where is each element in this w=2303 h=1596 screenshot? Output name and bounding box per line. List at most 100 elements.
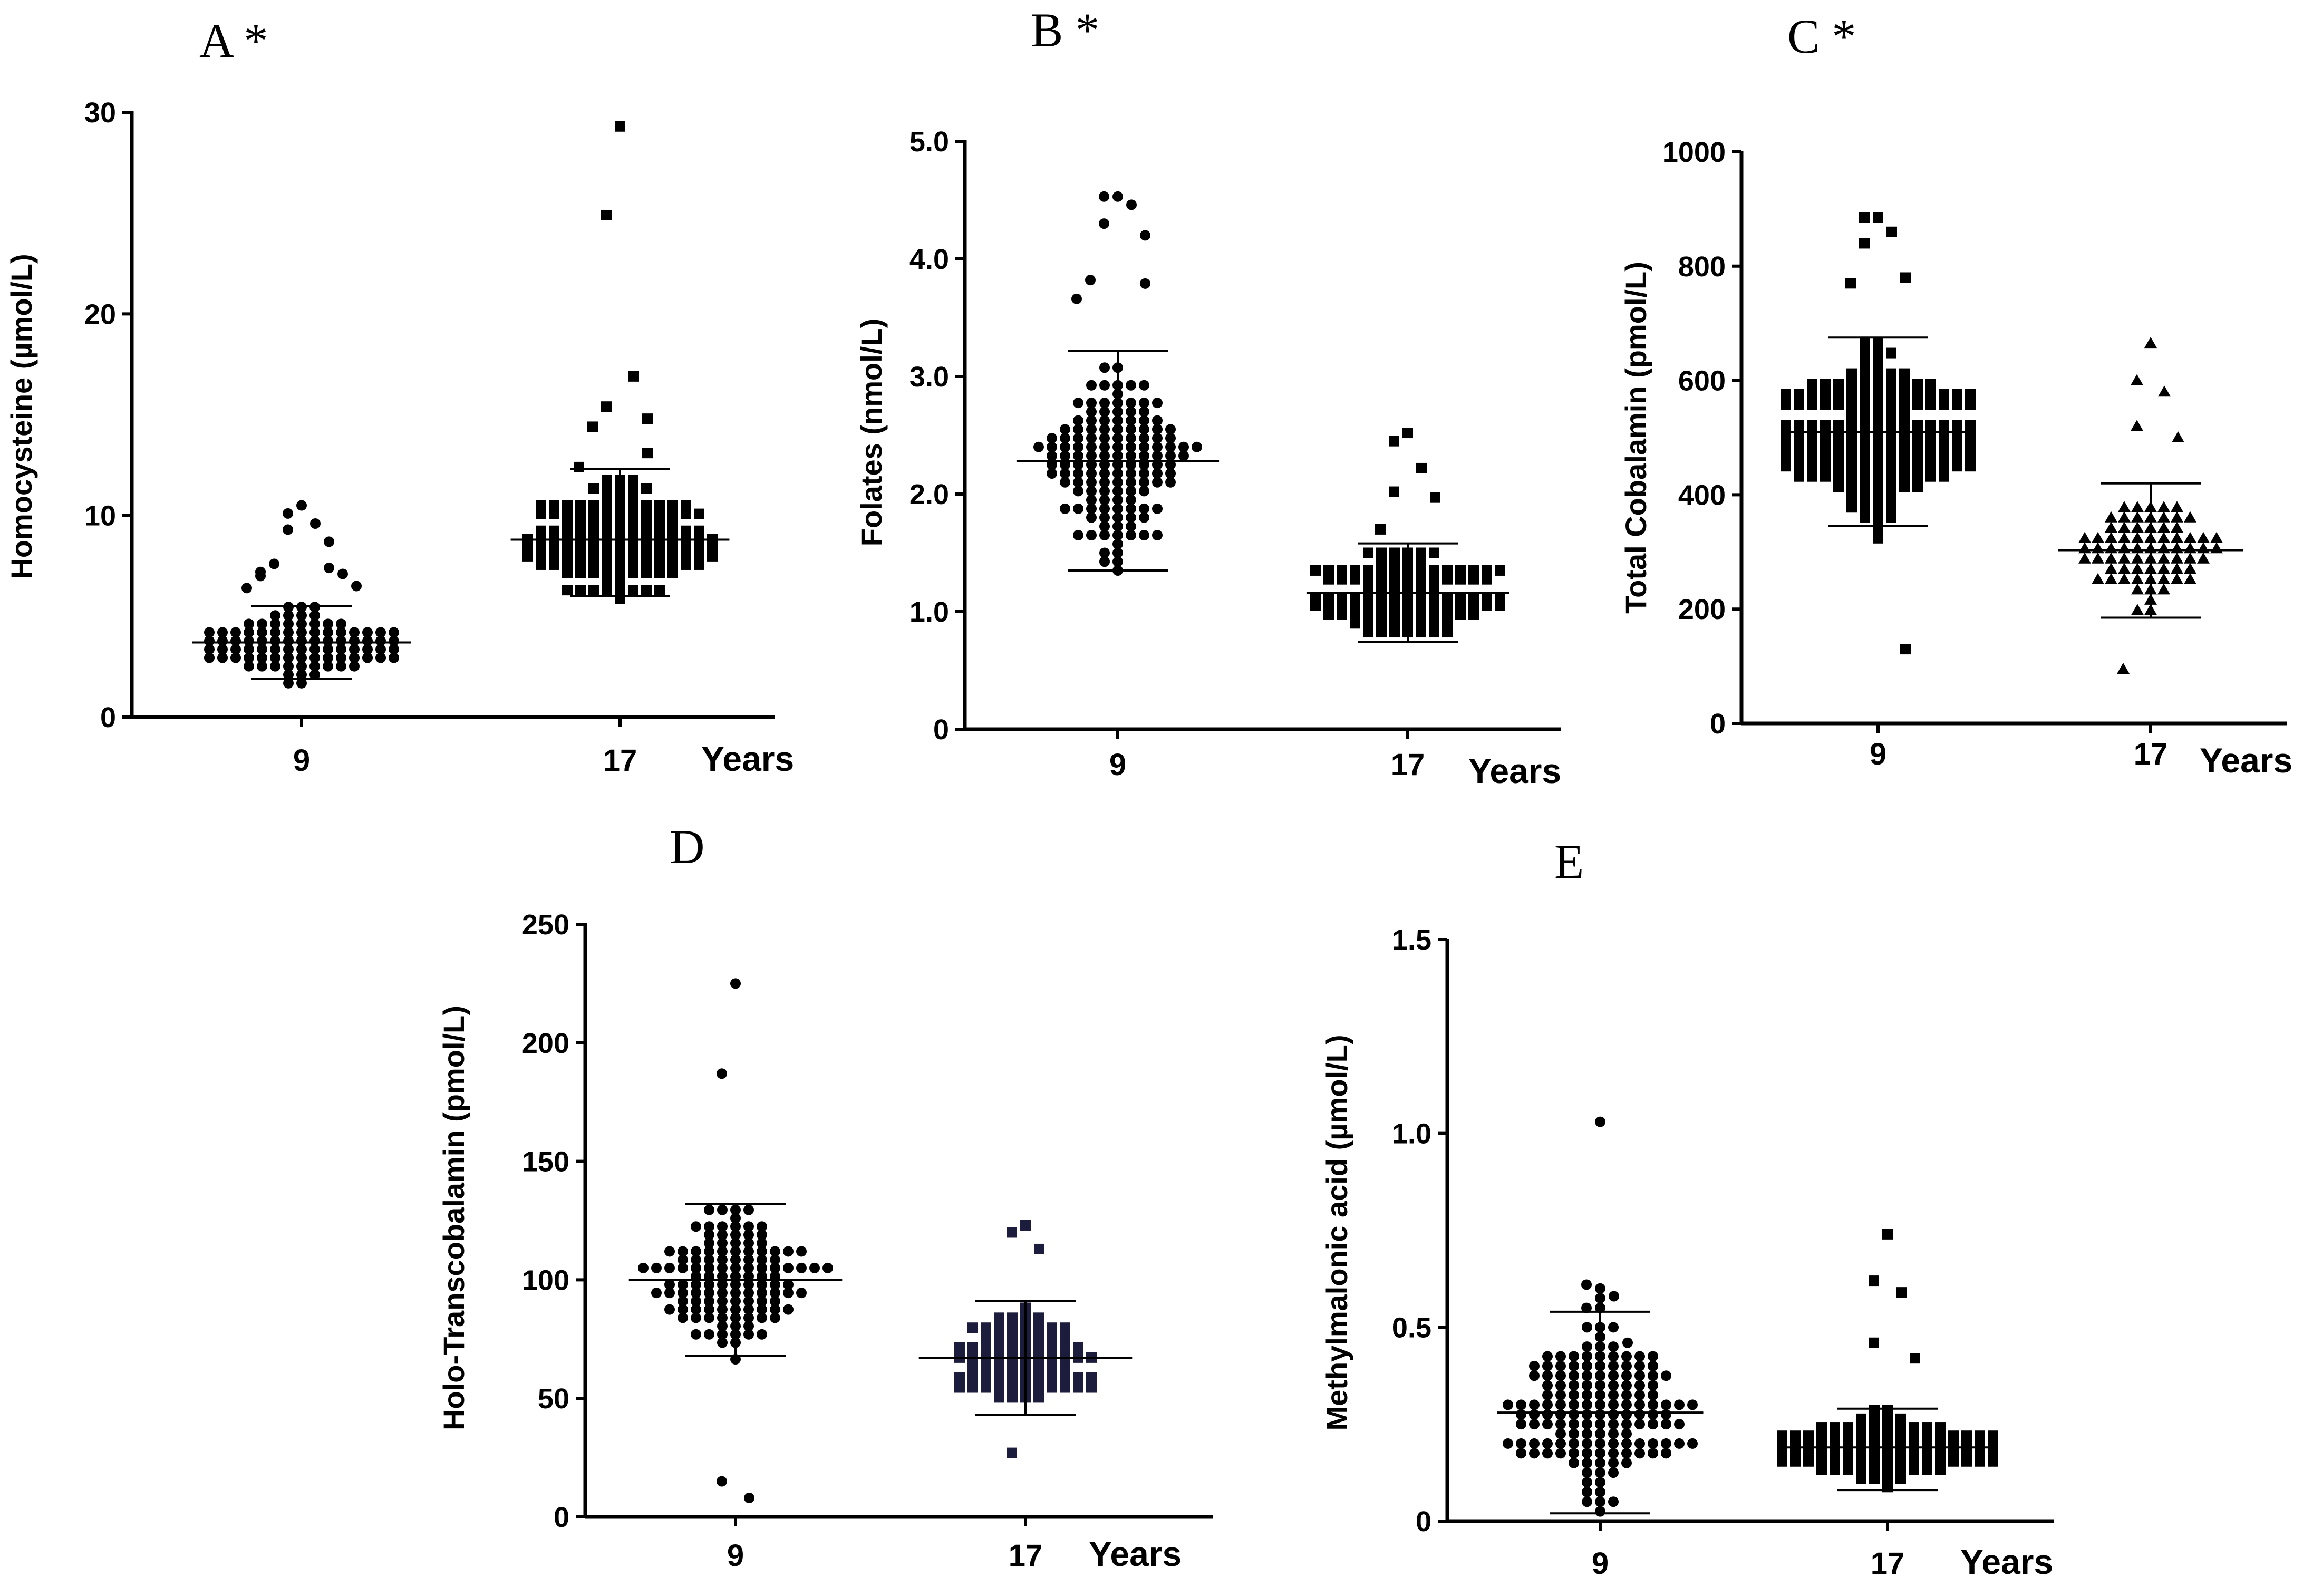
data-point bbox=[1909, 1456, 1919, 1467]
data-point bbox=[2118, 573, 2131, 584]
data-point bbox=[217, 652, 228, 663]
data-point bbox=[1007, 1322, 1018, 1333]
data-point bbox=[691, 1254, 701, 1265]
data-point bbox=[1661, 1399, 1671, 1410]
data-point bbox=[562, 542, 573, 553]
data-point bbox=[1099, 468, 1110, 479]
data-point bbox=[1073, 530, 1083, 541]
data-point bbox=[2118, 511, 2131, 523]
data-point bbox=[1648, 1448, 1658, 1459]
data-point bbox=[1794, 420, 1804, 431]
data-point-outlier bbox=[1869, 1337, 1879, 1348]
data-point bbox=[1139, 433, 1149, 444]
series-9 bbox=[1781, 212, 1976, 655]
data-point bbox=[641, 550, 652, 562]
data-point bbox=[1350, 618, 1360, 629]
data-point bbox=[628, 483, 638, 494]
data-point bbox=[1869, 1456, 1880, 1467]
data-point bbox=[1416, 618, 1426, 629]
data-point bbox=[602, 542, 612, 553]
data-point bbox=[1912, 450, 1923, 461]
data-point bbox=[1099, 530, 1110, 541]
data-point bbox=[588, 500, 599, 511]
data-point bbox=[1807, 450, 1817, 461]
data-point bbox=[1086, 512, 1097, 523]
data-point bbox=[1846, 481, 1857, 492]
data-point-outlier bbox=[1140, 230, 1150, 241]
data-point bbox=[1337, 565, 1347, 576]
data-point-outlier bbox=[351, 581, 362, 592]
data-point bbox=[549, 559, 559, 570]
data-point bbox=[575, 508, 586, 519]
data-point-outlier bbox=[2172, 431, 2184, 442]
data-point bbox=[1442, 609, 1453, 620]
data-point bbox=[1060, 1362, 1070, 1373]
data-point bbox=[1912, 399, 1923, 410]
data-point bbox=[641, 483, 652, 494]
y-tick-label: 200 bbox=[1678, 594, 1726, 625]
data-point bbox=[641, 500, 652, 511]
data-point-outlier bbox=[1581, 1302, 1592, 1313]
data-point bbox=[1529, 1419, 1540, 1430]
data-point bbox=[1139, 486, 1149, 497]
data-point-outlier bbox=[269, 558, 279, 569]
data-point bbox=[1965, 461, 1976, 472]
data-point bbox=[1542, 1380, 1553, 1391]
data-point bbox=[1899, 399, 1910, 410]
data-point bbox=[1047, 450, 1057, 461]
data-point bbox=[1389, 574, 1400, 585]
data-point bbox=[588, 508, 599, 519]
data-point-outlier bbox=[642, 448, 653, 459]
data-point bbox=[1856, 1473, 1866, 1484]
data-point bbox=[2131, 501, 2144, 512]
data-point bbox=[1621, 1390, 1632, 1401]
data-point bbox=[1975, 1447, 1985, 1458]
data-point-outlier bbox=[1416, 462, 1427, 473]
data-point bbox=[1429, 574, 1439, 585]
data-point bbox=[654, 568, 665, 579]
data-point bbox=[1648, 1399, 1658, 1410]
data-point bbox=[654, 585, 665, 596]
data-point bbox=[270, 661, 280, 672]
data-point bbox=[1047, 1382, 1057, 1393]
data-point bbox=[1139, 450, 1149, 461]
data-point bbox=[1060, 1382, 1070, 1393]
data-point bbox=[244, 652, 254, 663]
data-point bbox=[1152, 433, 1163, 444]
data-point bbox=[651, 1262, 662, 1273]
data-point bbox=[1569, 1390, 1579, 1401]
data-point-outlier bbox=[601, 209, 612, 220]
data-point bbox=[1529, 1409, 1540, 1420]
data-point-outlier bbox=[642, 413, 653, 424]
data-point bbox=[1965, 440, 1976, 451]
data-point-outlier bbox=[1071, 293, 1082, 304]
data-point bbox=[2184, 511, 2196, 523]
data-point bbox=[757, 1288, 767, 1299]
data-point bbox=[602, 568, 612, 579]
y-tick-label: 150 bbox=[522, 1146, 569, 1178]
data-point bbox=[1634, 1390, 1645, 1401]
data-point bbox=[1621, 1457, 1632, 1468]
series-17 bbox=[510, 121, 730, 604]
data-point bbox=[1086, 398, 1097, 409]
data-point bbox=[1961, 1447, 1972, 1458]
data-point bbox=[981, 1372, 991, 1383]
data-point bbox=[389, 627, 399, 638]
data-point bbox=[1086, 503, 1097, 514]
data-point bbox=[1152, 468, 1163, 479]
data-point bbox=[588, 525, 599, 536]
data-point-outlier bbox=[744, 1493, 754, 1504]
data-point bbox=[1899, 368, 1910, 379]
data-point bbox=[1416, 600, 1426, 611]
data-point bbox=[1033, 1372, 1044, 1383]
data-point bbox=[1033, 1322, 1044, 1333]
data-point bbox=[1912, 471, 1923, 482]
x-axis-unit-label: Years bbox=[1468, 751, 1561, 790]
data-point bbox=[1595, 1302, 1605, 1313]
data-point bbox=[309, 627, 320, 638]
data-point bbox=[562, 585, 573, 596]
data-point bbox=[1529, 1438, 1540, 1449]
data-point-outlier bbox=[1869, 1275, 1879, 1287]
data-point bbox=[704, 1229, 714, 1240]
data-point bbox=[1816, 1430, 1827, 1442]
